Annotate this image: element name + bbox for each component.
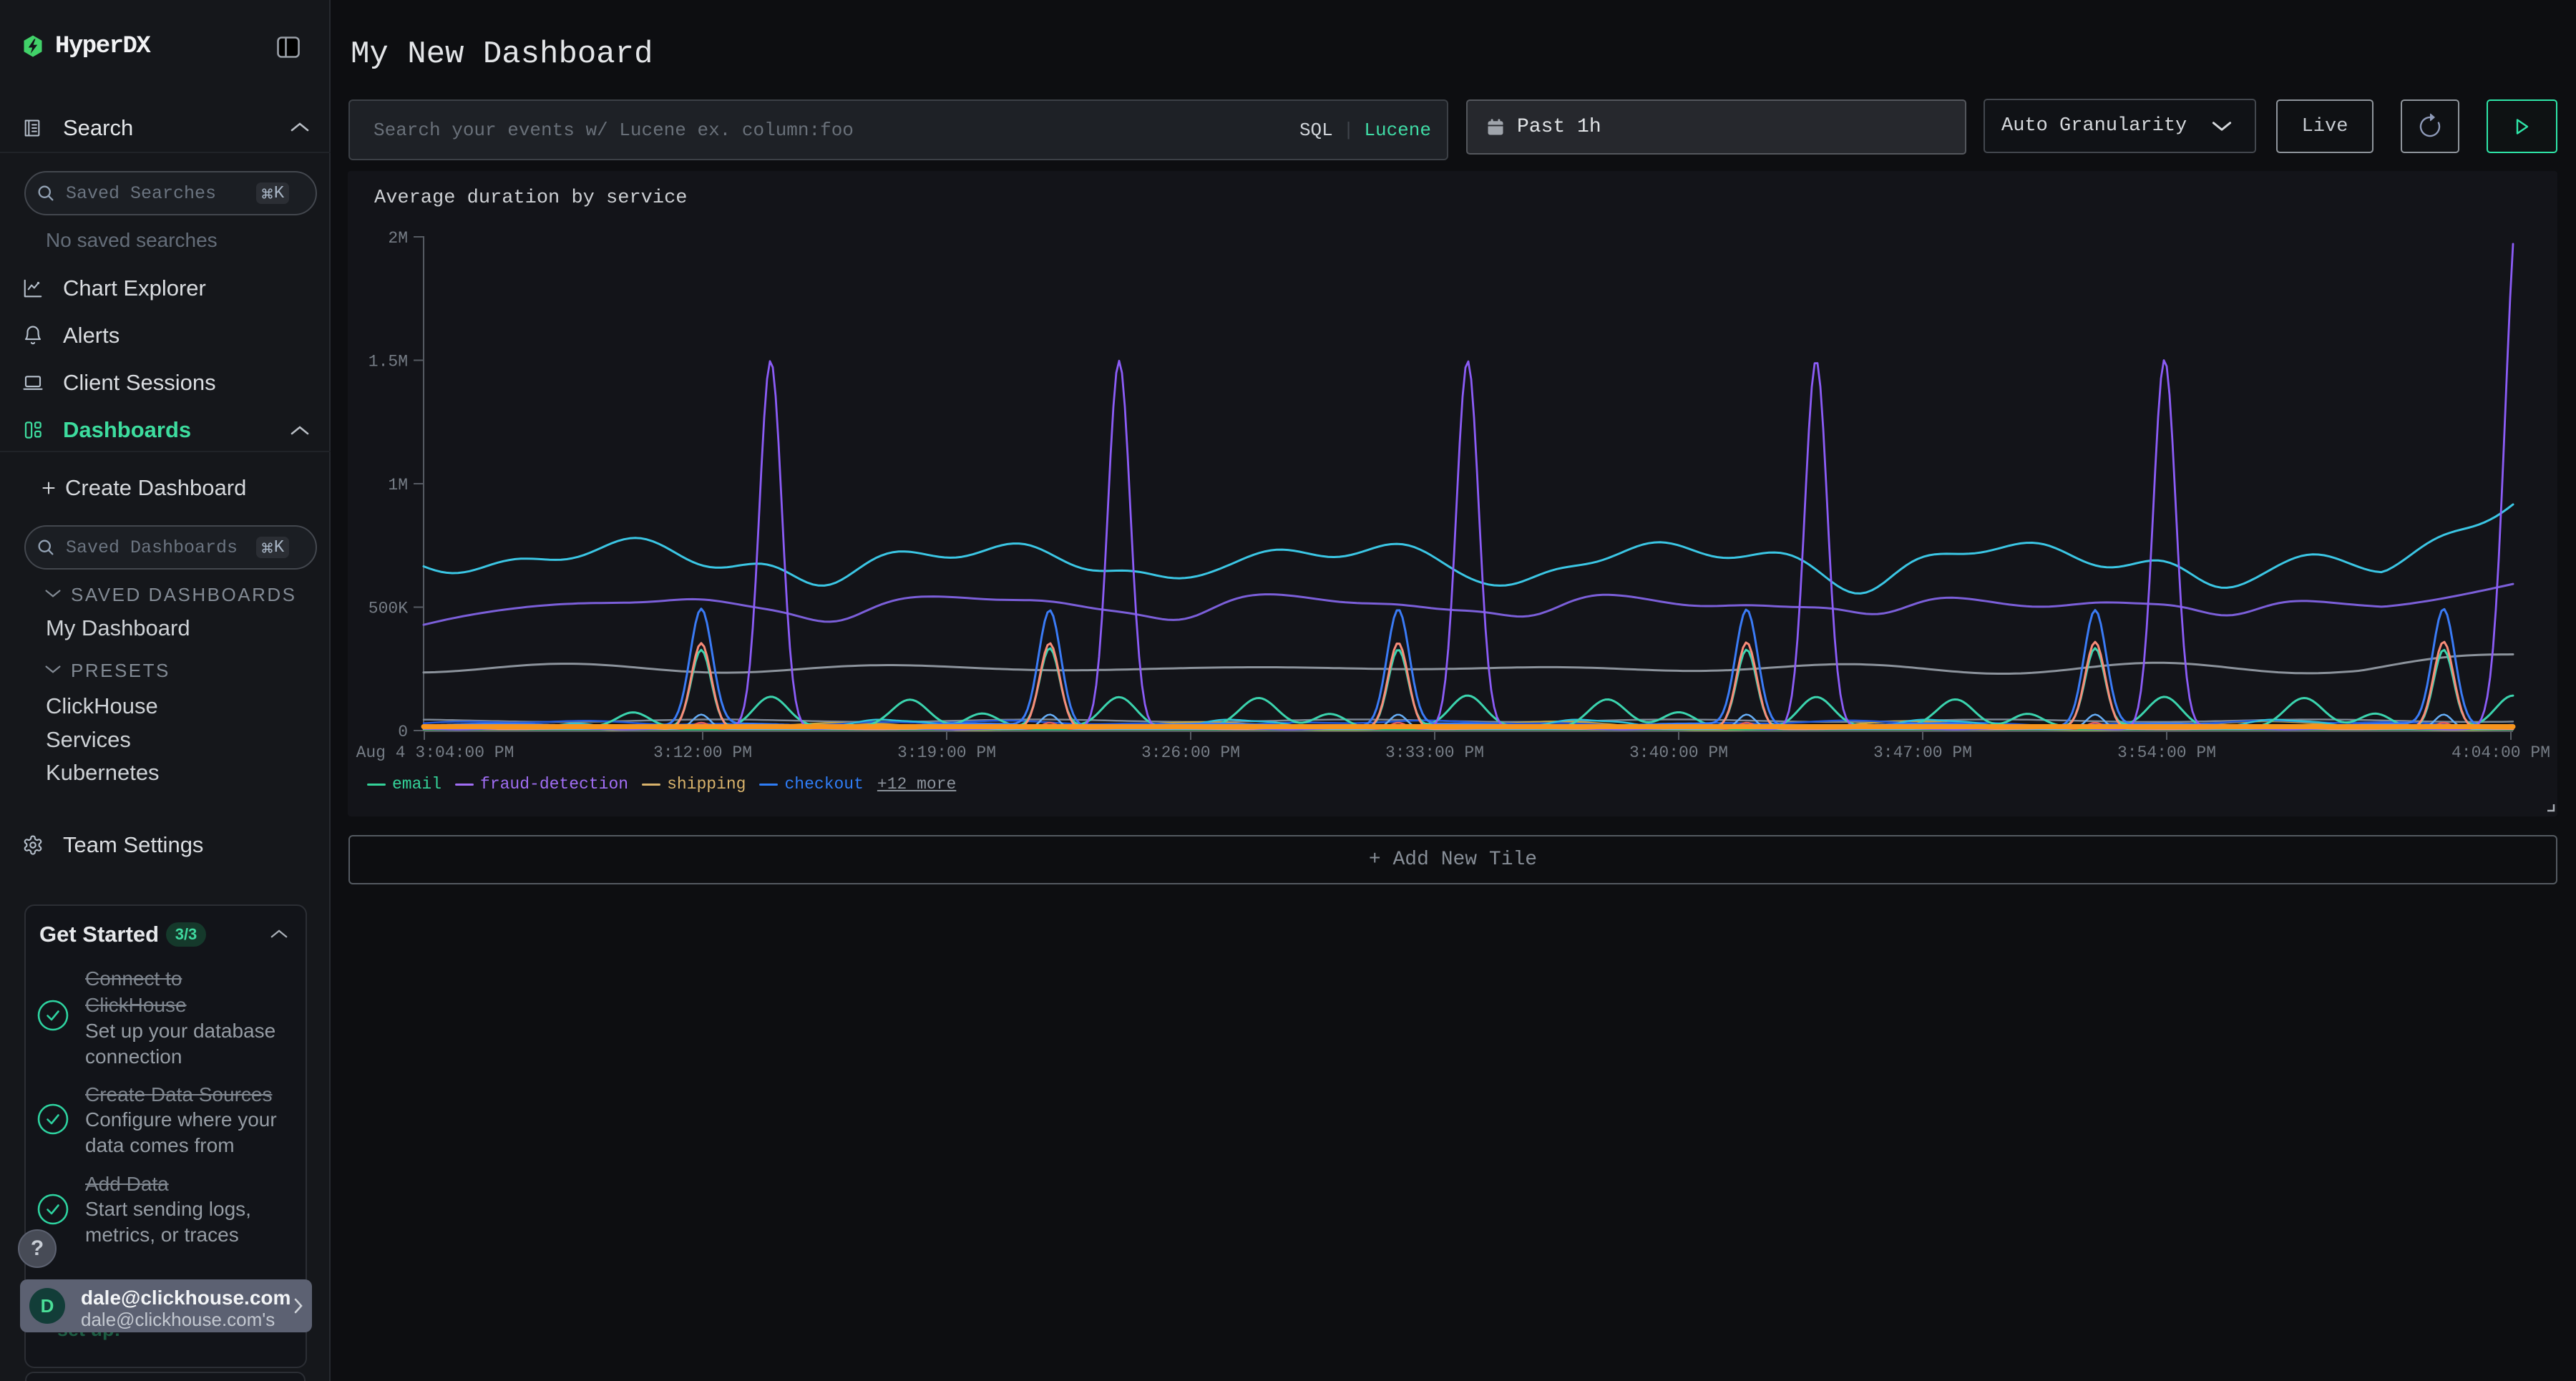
- svg-text:3:26:00 PM: 3:26:00 PM: [1141, 743, 1240, 762]
- svg-text:500K: 500K: [369, 600, 408, 618]
- svg-text:3:54:00 PM: 3:54:00 PM: [2117, 743, 2216, 762]
- svg-text:3:40:00 PM: 3:40:00 PM: [1629, 743, 1728, 762]
- svg-text:3:12:00 PM: 3:12:00 PM: [653, 743, 752, 762]
- svg-text:1M: 1M: [388, 476, 408, 494]
- svg-text:3:47:00 PM: 3:47:00 PM: [1873, 743, 1972, 762]
- svg-text:Aug 4 3:04:00 PM: Aug 4 3:04:00 PM: [356, 743, 514, 762]
- svg-text:3:33:00 PM: 3:33:00 PM: [1385, 743, 1484, 762]
- svg-text:1.5M: 1.5M: [369, 353, 408, 371]
- svg-text:3:19:00 PM: 3:19:00 PM: [897, 743, 996, 762]
- svg-text:0: 0: [398, 723, 408, 741]
- svg-text:2M: 2M: [388, 229, 408, 248]
- svg-text:4:04:00 PM: 4:04:00 PM: [2451, 743, 2550, 762]
